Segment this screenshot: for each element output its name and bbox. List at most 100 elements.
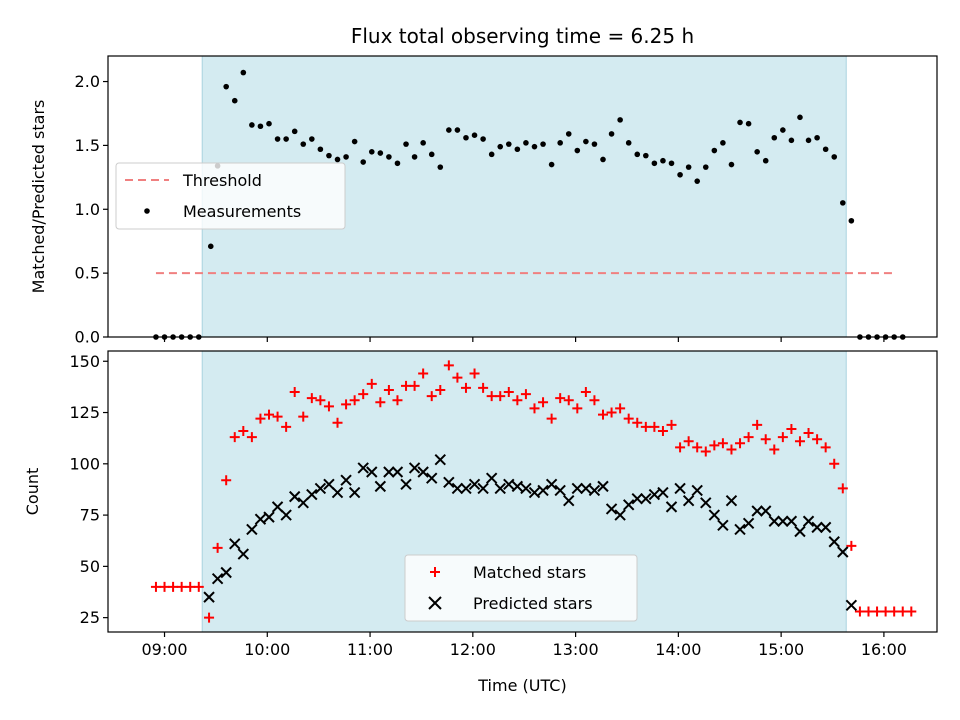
plot-frame: [107, 55, 938, 338]
data-point: [383, 466, 395, 478]
series-matched-stars: [150, 360, 917, 623]
data-point: [648, 488, 661, 501]
y-tick-label: 25: [80, 608, 100, 627]
y-tick-label: 0.0: [75, 328, 100, 347]
data-point: [437, 164, 444, 170]
data-point: [743, 432, 754, 443]
data-point: [614, 509, 626, 521]
data-point: [503, 478, 515, 491]
legend-matched-swatch: [430, 567, 440, 577]
data-point: [754, 148, 760, 155]
data-point: [572, 403, 583, 414]
data-point: [623, 413, 634, 424]
data-point: [742, 517, 755, 529]
legend-threshold-label: Threshold: [182, 171, 262, 190]
data-point: [357, 462, 369, 474]
data-point: [737, 119, 743, 126]
data-point: [193, 581, 204, 592]
data-point: [557, 140, 563, 146]
data-point: [829, 458, 840, 469]
data-point: [203, 591, 215, 603]
data-point: [668, 160, 675, 167]
data-point: [717, 519, 729, 532]
data-point: [240, 69, 247, 76]
chart-panel-1: 0.0 0.5 1.0 1.5 2.0 Matched/Predicted stars Fl…: [29, 24, 938, 347]
data-point: [446, 127, 452, 133]
y-tick-label: 75: [80, 506, 100, 525]
data-point: [254, 513, 267, 525]
data-point: [708, 509, 721, 521]
data-point: [682, 495, 695, 507]
data-point: [306, 488, 318, 501]
data-point: [702, 164, 709, 170]
data-point: [685, 164, 692, 170]
data-point: [794, 525, 806, 538]
data-point: [246, 432, 257, 443]
data-point: [640, 492, 652, 505]
data-point: [632, 417, 643, 428]
x-tick-label: 15:00: [758, 640, 804, 659]
data-point: [528, 486, 541, 499]
data-point: [478, 382, 489, 393]
data-point: [822, 146, 829, 153]
data-point: [872, 606, 883, 617]
data-point: [657, 425, 668, 436]
data-point: [848, 217, 855, 224]
data-point: [794, 436, 805, 447]
y-tick-label: 100: [69, 454, 100, 473]
data-point: [537, 484, 549, 497]
data-point: [255, 413, 266, 424]
data-point: [554, 484, 566, 497]
data-point: [451, 482, 464, 495]
data-point: [326, 152, 332, 159]
data-point: [497, 143, 504, 150]
data-point: [777, 515, 789, 527]
data-point: [309, 136, 315, 142]
data-point: [460, 382, 471, 393]
data-point: [814, 134, 820, 141]
data-point: [360, 159, 367, 165]
data-point: [391, 466, 404, 478]
data-point: [725, 495, 738, 507]
data-point: [417, 466, 429, 478]
data-point: [643, 152, 649, 159]
data-point: [511, 480, 524, 493]
data-point: [563, 395, 574, 406]
data-point: [463, 134, 469, 141]
data-point: [788, 137, 795, 144]
y-tick-label: 50: [80, 557, 100, 576]
data-point: [760, 505, 772, 517]
data-point: [288, 490, 301, 503]
y-tick-label: 150: [69, 352, 100, 371]
data-point: [548, 161, 555, 168]
data-point: [608, 131, 615, 137]
x-axis-label: Time (UTC): [477, 676, 566, 695]
y-tick-label: 1.0: [75, 200, 100, 219]
data-point: [811, 521, 823, 534]
data-point: [223, 83, 229, 90]
data-point: [246, 523, 258, 536]
data-point: [863, 606, 874, 617]
data-point: [771, 134, 778, 141]
data-point: [443, 476, 455, 488]
data-point: [334, 156, 341, 163]
data-point: [588, 484, 601, 497]
plot-frame: [107, 350, 938, 633]
data-point: [565, 131, 572, 137]
data-point: [249, 122, 255, 128]
data-point: [377, 150, 384, 156]
data-point: [272, 411, 283, 422]
y-tick-label: 0.5: [75, 264, 100, 283]
data-point: [600, 156, 606, 163]
data-point: [257, 123, 264, 130]
data-point: [341, 399, 352, 410]
data-point: [411, 154, 418, 160]
data-point: [631, 492, 643, 505]
legend-measurements-label: Measurements: [183, 202, 301, 221]
data-point: [580, 387, 591, 398]
data-point: [819, 521, 832, 534]
data-point: [452, 372, 463, 383]
data-point: [889, 606, 900, 617]
data-point: [298, 411, 309, 422]
data-point: [605, 503, 618, 515]
